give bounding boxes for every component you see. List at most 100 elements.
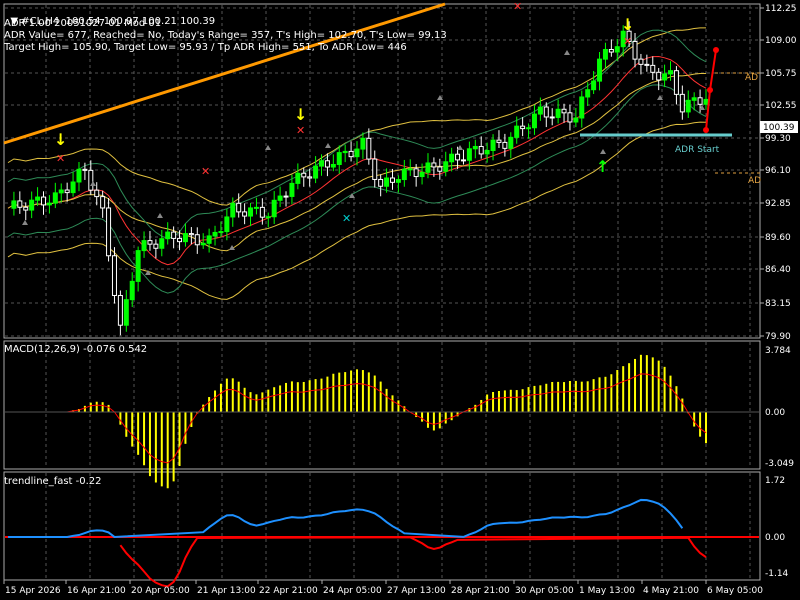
candle-body [348,150,354,158]
macd-title: MACD(12,26,9) -0.076 0.542 [4,344,148,355]
candle-body [58,189,64,194]
candle-body [29,199,35,211]
candle-body [585,89,591,98]
candle-body [526,127,532,130]
candle-body [17,200,23,208]
candle-body [194,234,200,246]
fractal-marker-icon [229,245,235,250]
candle-body [520,125,526,130]
fractal-marker-icon [157,213,163,218]
candle-body [425,162,431,173]
candle-body [466,148,472,161]
candle-body [324,160,330,168]
red-cross-icon: ✕ [623,35,632,48]
adr-low-label: AD [748,176,761,186]
candle-body [100,196,106,209]
candle-body [82,168,88,171]
candle-body [200,242,206,246]
candle-body [218,231,224,234]
candle-body [135,250,141,282]
candle-body [360,137,366,150]
time-tick-label: 21 Apr 13:00 [197,586,256,596]
candle-body [514,125,520,138]
candle-body [313,165,319,179]
projection-dot [713,47,719,53]
candle-body [626,30,632,42]
candle-body [685,99,691,113]
candle-body [253,206,259,209]
candle-body [295,172,301,184]
candle-body [384,177,390,187]
candle-body [691,97,697,101]
macd-pane-frame [3,340,761,470]
candle-body [620,30,626,48]
candle-body [307,176,313,179]
price-tick-label: 105.75 [765,69,797,79]
macd-tick-label: 0.00 [765,408,785,418]
fractal-marker-icon [22,220,28,225]
candle-body [579,96,585,119]
candle-body [336,152,342,165]
price-tick-label: 99.30 [765,134,791,144]
candle-body [283,195,289,198]
price-tick-label: 112.25 [765,4,797,14]
candle-body [419,171,425,178]
adr-value-text: ADR Value= 677, Reached= No, Today's Ran… [4,30,447,41]
candle-body [212,231,218,237]
candle-body [342,150,348,154]
candle-body [94,189,100,198]
candle-body [561,108,567,114]
candle-body [531,113,537,129]
collapse-arrow-icon[interactable]: ▼ [10,16,22,27]
candle-body [319,160,325,167]
main-pane-frame [3,3,761,339]
candle-body [88,169,94,191]
trendline-fast-down [119,536,707,588]
candle-body [437,166,443,172]
price-tick-label: 83.15 [765,299,791,309]
macd-signal-line [8,373,707,464]
fractal-marker-icon [145,270,151,275]
time-tick-label: 24 Apr 05:00 [323,586,382,596]
macd-tick-label: -3.049 [765,459,794,469]
projection-dot [703,127,709,133]
candle-body [591,80,597,91]
candle-body [537,106,543,115]
candle-body [679,93,685,113]
candle-body [703,98,709,105]
candle-body [378,178,384,187]
candle-body [455,153,461,161]
candle-body [11,200,17,209]
candle-body [484,149,490,155]
red-cross-icon: ✕ [296,124,305,137]
price-tick-label: 79.90 [765,332,791,342]
trendline-tick-label: 1.72 [765,476,785,486]
orange-trendline [3,2,446,145]
fractal-marker-icon [90,181,96,186]
yellow-down-arrow-icon: ↓ [54,130,67,149]
yellow-down-arrow-icon: ↓ [294,105,307,124]
candle-body [567,112,573,123]
time-tick-label: 4 May 21:00 [643,586,699,596]
candle-body [40,196,46,206]
time-tick-label: 6 May 05:00 [707,586,763,596]
price-tick-label: 102.55 [765,101,797,111]
candle-body [224,216,230,233]
candle-body [111,255,117,296]
candle-body [543,106,549,118]
time-tick-label: 15 Apr 2026 [5,586,61,596]
time-tick-label: 28 Apr 21:00 [451,586,510,596]
candle-body [35,196,41,201]
candle-body [644,63,650,66]
candle-body [602,49,608,60]
candle-body [153,243,159,249]
candle-body [656,71,662,81]
candle-body [182,233,188,243]
trendline-pane-frame [3,471,761,581]
upper-inner-band [7,29,707,239]
candle-body [141,240,147,252]
fractal-marker-icon [437,95,443,100]
candle-body [555,108,561,118]
lower-outer-band [7,121,707,300]
